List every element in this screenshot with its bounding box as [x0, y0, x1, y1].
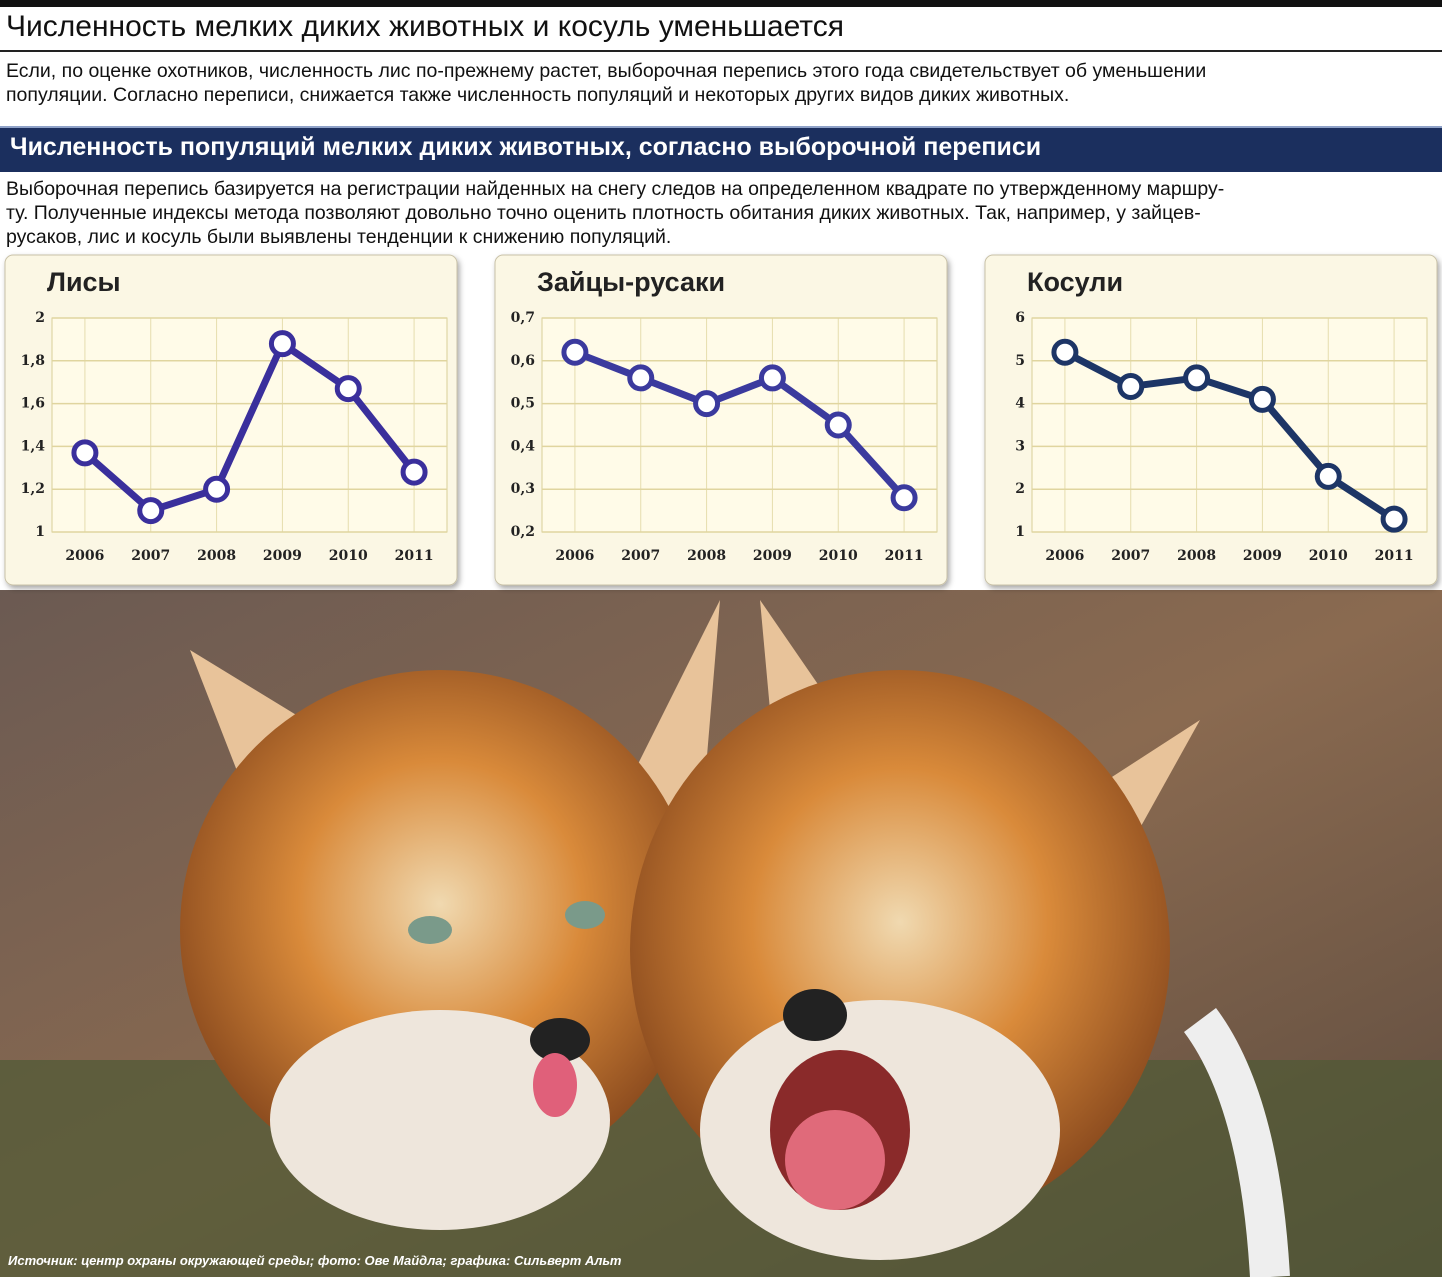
x-tick-label: 2006: [555, 548, 594, 564]
data-point: [1183, 364, 1211, 392]
data-point: [268, 330, 296, 358]
y-tick-label: 0,2: [511, 524, 535, 540]
chart: Косули 1 2 3 4 5 6 2006 2007 2008 2009 2010 2011: [984, 254, 1438, 586]
x-tick-label: 2010: [329, 548, 368, 564]
data-point: [1051, 338, 1079, 366]
y-tick-label: 4: [1015, 396, 1025, 412]
chart-title: Зайцы-русаки: [537, 267, 725, 297]
y-tick-label: 2: [1015, 481, 1025, 497]
y-tick-label: 0,7: [511, 310, 535, 326]
x-tick-label: 2009: [1243, 548, 1282, 564]
x-tick-label: 2009: [263, 548, 302, 564]
y-tick-label: 2: [35, 310, 45, 326]
rule: [0, 50, 1442, 52]
x-tick-label: 2007: [1111, 548, 1150, 564]
y-tick-label: 6: [1015, 310, 1025, 326]
y-tick-label: 0,4: [511, 438, 536, 454]
section-title: Численность популяций мелких диких живот…: [10, 133, 1042, 161]
chart-title: Косули: [1027, 267, 1123, 297]
data-point: [627, 364, 655, 392]
x-tick-label: 2010: [1309, 548, 1348, 564]
x-tick-label: 2008: [197, 548, 236, 564]
x-tick-label: 2008: [1177, 548, 1216, 564]
intro-line: Если, по оценке охотников, численность л…: [6, 60, 1207, 82]
x-tick-label: 2011: [395, 548, 434, 564]
data-point: [890, 484, 918, 512]
y-tick-label: 1,4: [21, 438, 46, 454]
chart-title: Лисы: [47, 267, 121, 297]
x-tick-label: 2006: [1045, 548, 1084, 564]
x-tick-label: 2011: [885, 548, 924, 564]
x-tick-label: 2007: [621, 548, 660, 564]
x-tick-label: 2011: [1375, 548, 1414, 564]
y-tick-label: 1,8: [21, 353, 45, 369]
source: Источник: центр охраны окружающей среды;…: [8, 1253, 622, 1268]
y-tick-label: 0,3: [511, 481, 535, 497]
y-tick-label: 1,2: [21, 481, 45, 497]
headline: Численность мелких диких животных и косу…: [6, 10, 844, 43]
data-point: [137, 497, 165, 525]
data-point: [400, 458, 428, 486]
data-point: [1248, 385, 1276, 413]
y-tick-label: 1,6: [21, 396, 45, 412]
description-line: Выборочная перепись базируется на регист…: [6, 178, 1225, 200]
data-point: [71, 439, 99, 467]
y-tick-label: 1: [35, 524, 45, 540]
x-tick-label: 2006: [65, 548, 104, 564]
data-point: [334, 375, 362, 403]
y-tick-label: 5: [1015, 353, 1025, 369]
intro-line: популяции. Согласно переписи, снижается …: [6, 84, 1070, 106]
data-point: [824, 411, 852, 439]
data-point: [561, 338, 589, 366]
x-tick-label: 2010: [819, 548, 858, 564]
description-line: ту. Полученные индексы метода позволяют …: [6, 202, 1201, 224]
chart: Зайцы-русаки 0,2 0,3 0,4 0,5 0,6 0,7 2006 2007 20…: [494, 254, 948, 586]
data-point: [1314, 462, 1342, 490]
data-point: [758, 364, 786, 392]
plot-area: [541, 317, 938, 533]
chart: Лисы 1 1,2 1,4 1,6 1,8 2 2006 2007 2008 2009 2010 20…: [4, 254, 458, 586]
data-point: [1380, 505, 1408, 533]
description-line: русаков, лис и косуль были выявлены тенд…: [6, 226, 672, 248]
y-tick-label: 3: [1015, 438, 1025, 454]
x-tick-label: 2007: [131, 548, 170, 564]
y-tick-label: 0,6: [511, 353, 535, 369]
y-tick-label: 1: [1015, 524, 1025, 540]
data-point: [693, 390, 721, 418]
section-bar: [0, 126, 1442, 172]
y-tick-label: 0,5: [511, 396, 535, 412]
data-point: [203, 475, 231, 503]
data-point: [1117, 372, 1145, 400]
x-tick-label: 2009: [753, 548, 792, 564]
photo: [0, 590, 1442, 1277]
top-rule: [0, 0, 1442, 7]
plot-area: [51, 317, 448, 533]
x-tick-label: 2008: [687, 548, 726, 564]
data-line: [82, 340, 417, 515]
